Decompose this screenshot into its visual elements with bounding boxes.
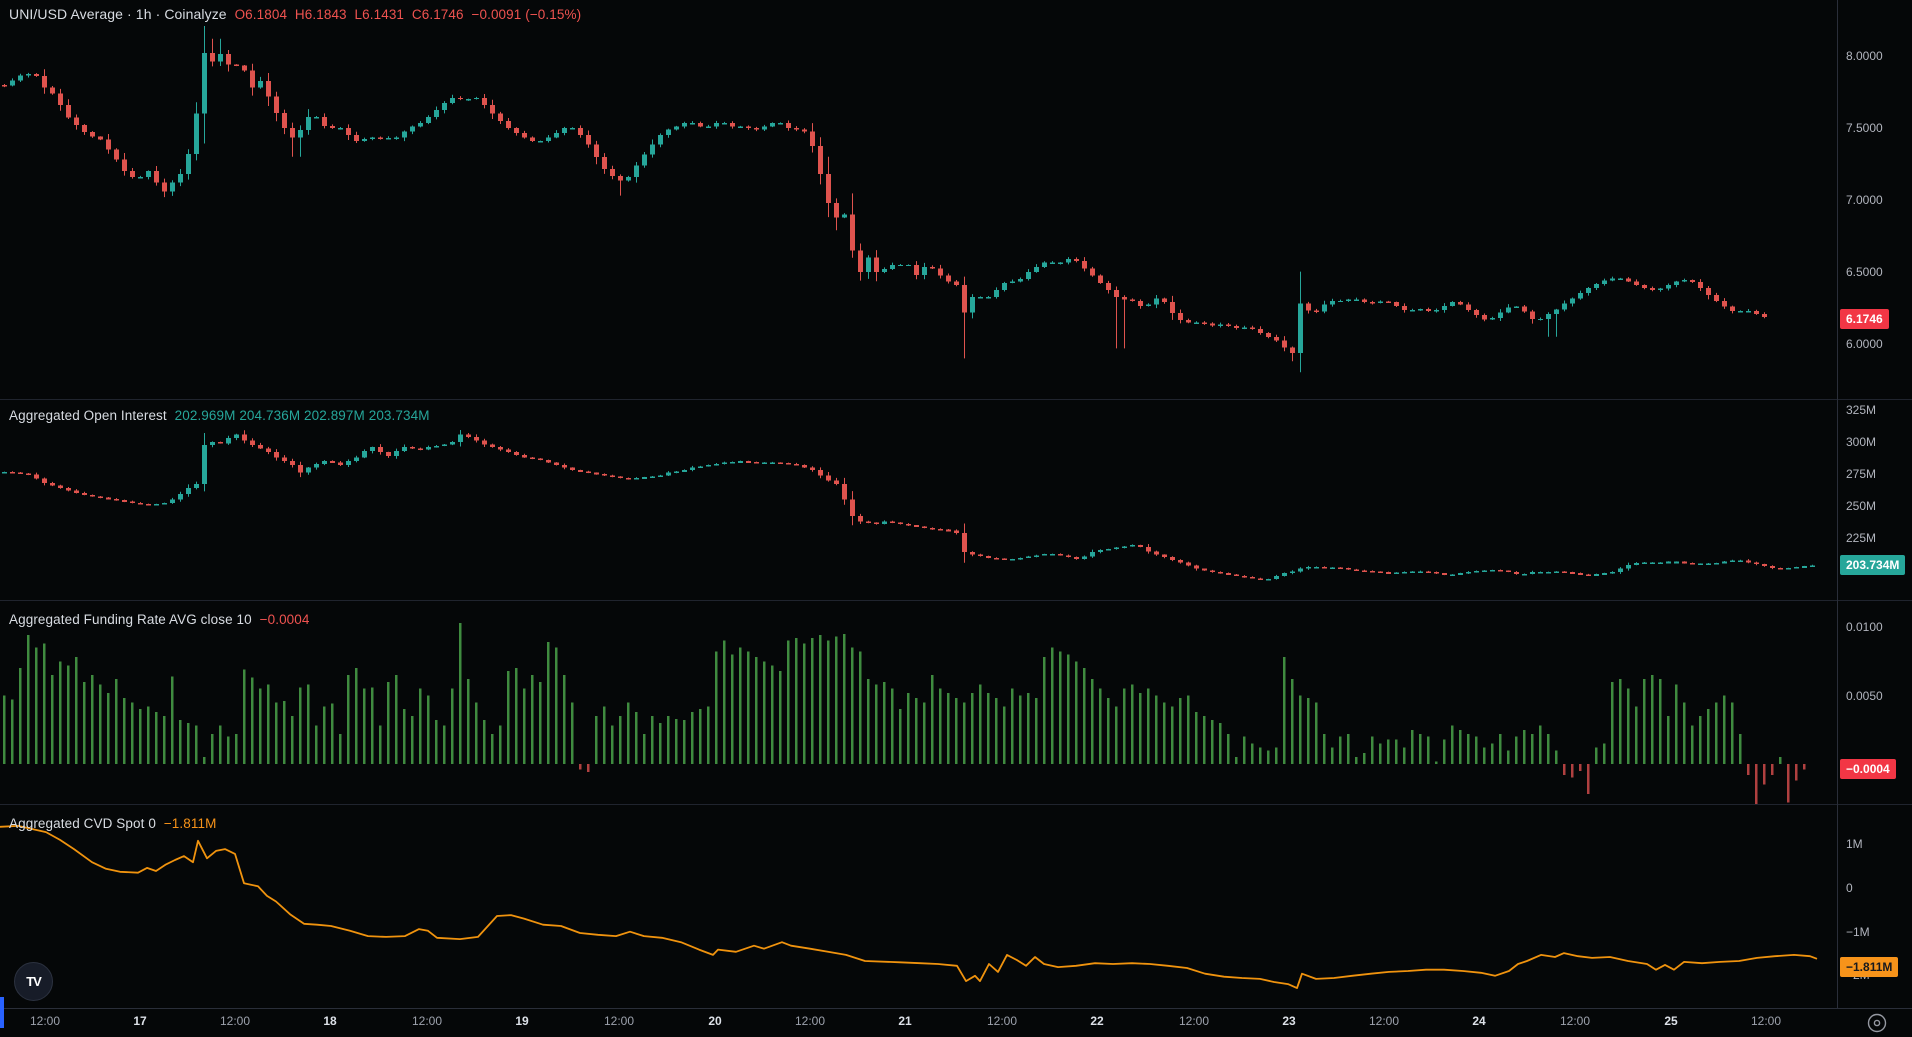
time-label-hour: 12:00	[29, 1014, 61, 1028]
price-axis-tick: 7.0000	[1846, 193, 1883, 207]
time-label-hour: 12:00	[1750, 1014, 1782, 1028]
funding-indicator-value: −0.0004	[259, 612, 310, 627]
oi-value-badge: 203.734M	[1840, 555, 1906, 576]
time-label-day: 22	[1090, 1014, 1104, 1028]
cvd-pane-header: Aggregated CVD Spot 0 −1.811M	[9, 816, 220, 831]
funding-pane-header: Aggregated Funding Rate AVG close 10 −0.…	[9, 612, 314, 627]
oi-indicator-values: 202.969M 204.736M 202.897M 203.734M	[174, 408, 430, 423]
time-label-hour: 12:00	[603, 1014, 635, 1028]
cvd-value-badge: −1.811M	[1840, 957, 1899, 978]
time-label-hour: 12:00	[1559, 1014, 1591, 1028]
tv-logo-icon: TV	[26, 974, 42, 989]
cvd-axis-tick: −1M	[1846, 924, 1870, 939]
cvd-indicator-value: −1.811M	[163, 816, 217, 831]
tradingview-logo[interactable]: TV	[14, 962, 53, 1001]
funding-axis-tick: 0.0100	[1846, 620, 1883, 634]
cvd-indicator-title[interactable]: Aggregated CVD Spot 0	[9, 816, 156, 831]
ohlc-low: L6.1431	[354, 7, 405, 22]
time-label-day: 24	[1472, 1014, 1486, 1028]
ohlc-high: H6.1843	[294, 7, 347, 22]
ohlc-open: O6.1804	[234, 7, 288, 22]
oi-axis-tick: 325M	[1846, 403, 1877, 417]
funding-value-badge: −0.0004	[1840, 759, 1896, 780]
time-label-day: 25	[1664, 1014, 1678, 1028]
time-label-day: 20	[708, 1014, 722, 1028]
time-label-hour: 12:00	[794, 1014, 826, 1028]
time-label-hour: 12:00	[1368, 1014, 1400, 1028]
oi-axis-tick: 225M	[1846, 531, 1877, 545]
time-label-hour: 12:00	[411, 1014, 443, 1028]
oi-axis-tick: 300M	[1846, 435, 1877, 449]
corner-accent-bar	[0, 997, 4, 1028]
oi-axis-tick: 275M	[1846, 467, 1877, 481]
time-label-hour: 12:00	[1178, 1014, 1210, 1028]
price-axis-tick: 6.0000	[1846, 337, 1883, 351]
price-axis-tick: 6.5000	[1846, 265, 1883, 279]
oi-indicator-title[interactable]: Aggregated Open Interest	[9, 408, 167, 423]
time-label-day: 23	[1282, 1014, 1296, 1028]
time-label-day: 19	[515, 1014, 529, 1028]
clock-icon	[1867, 1013, 1887, 1032]
last-price-badge: 6.1746	[1840, 308, 1889, 329]
time-label-hour: 12:00	[219, 1014, 251, 1028]
oi-axis-tick: 250M	[1846, 499, 1877, 513]
symbol-title[interactable]: UNI/USD Average · 1h · Coinalyze	[9, 6, 227, 22]
timezone-clock-button[interactable]	[1862, 1008, 1892, 1037]
price-axis-tick: 8.0000	[1846, 49, 1883, 63]
ohlc-change: −0.0091 (−0.15%)	[471, 7, 582, 22]
ohlc-close: C6.1746	[411, 7, 464, 22]
cvd-axis-tick: 0	[1846, 881, 1853, 895]
funding-axis-tick: 0.0050	[1846, 688, 1883, 703]
time-label-day: 21	[898, 1014, 912, 1028]
oi-pane-header: Aggregated Open Interest 202.969M 204.73…	[9, 408, 434, 423]
price-pane-header[interactable]: UNI/USD Average · 1h · Coinalyze O6.1804…	[9, 6, 585, 22]
cvd-axis-tick: 1M	[1846, 837, 1863, 852]
funding-indicator-title[interactable]: Aggregated Funding Rate AVG close 10	[9, 612, 252, 627]
time-label-day: 17	[133, 1014, 147, 1028]
time-label-day: 18	[323, 1014, 337, 1028]
price-axis-tick: 7.5000	[1846, 121, 1883, 135]
time-label-hour: 12:00	[986, 1014, 1018, 1028]
